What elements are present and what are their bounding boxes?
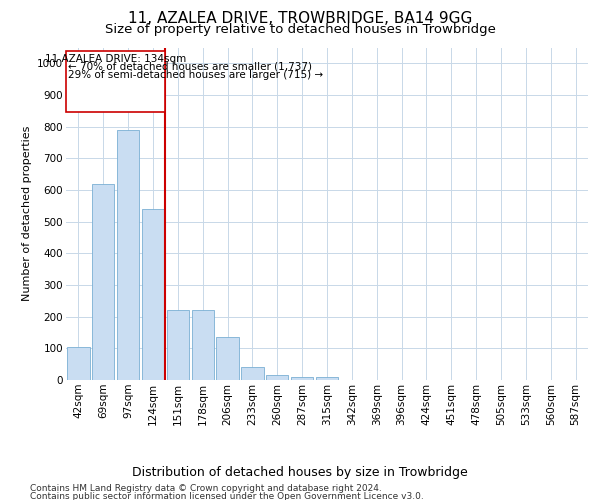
Bar bbox=[67, 347, 89, 380]
Bar bbox=[316, 377, 338, 380]
Text: ← 70% of detached houses are smaller (1,737): ← 70% of detached houses are smaller (1,… bbox=[68, 62, 313, 72]
Bar bbox=[217, 337, 239, 380]
Text: Contains HM Land Registry data © Crown copyright and database right 2024.: Contains HM Land Registry data © Crown c… bbox=[30, 484, 382, 493]
Bar bbox=[117, 130, 139, 380]
Text: Size of property relative to detached houses in Trowbridge: Size of property relative to detached ho… bbox=[104, 23, 496, 36]
Text: Distribution of detached houses by size in Trowbridge: Distribution of detached houses by size … bbox=[132, 466, 468, 479]
Bar bbox=[291, 377, 313, 380]
Bar bbox=[167, 310, 189, 380]
Bar bbox=[241, 368, 263, 380]
Text: Contains public sector information licensed under the Open Government Licence v3: Contains public sector information licen… bbox=[30, 492, 424, 500]
Bar bbox=[191, 310, 214, 380]
Text: 11 AZALEA DRIVE: 134sqm: 11 AZALEA DRIVE: 134sqm bbox=[45, 54, 187, 64]
Bar bbox=[266, 375, 289, 380]
Bar bbox=[92, 184, 115, 380]
Text: 11, AZALEA DRIVE, TROWBRIDGE, BA14 9GG: 11, AZALEA DRIVE, TROWBRIDGE, BA14 9GG bbox=[128, 11, 472, 26]
Text: 29% of semi-detached houses are larger (715) →: 29% of semi-detached houses are larger (… bbox=[68, 70, 323, 80]
FancyBboxPatch shape bbox=[66, 50, 166, 112]
Bar bbox=[142, 209, 164, 380]
Y-axis label: Number of detached properties: Number of detached properties bbox=[22, 126, 32, 302]
